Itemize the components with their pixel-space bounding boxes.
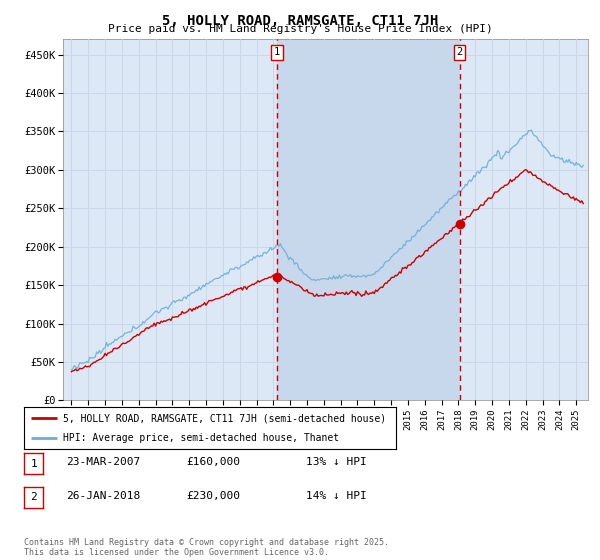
Text: 23-MAR-2007: 23-MAR-2007 xyxy=(66,457,140,467)
Text: 1: 1 xyxy=(274,47,280,57)
Text: 2: 2 xyxy=(30,492,37,502)
Text: Contains HM Land Registry data © Crown copyright and database right 2025.
This d: Contains HM Land Registry data © Crown c… xyxy=(24,538,389,557)
Bar xyxy=(277,39,460,400)
Text: 5, HOLLY ROAD, RAMSGATE, CT11 7JH: 5, HOLLY ROAD, RAMSGATE, CT11 7JH xyxy=(162,14,438,28)
Text: 26-JAN-2018: 26-JAN-2018 xyxy=(66,491,140,501)
Text: 14% ↓ HPI: 14% ↓ HPI xyxy=(306,491,367,501)
Text: 13% ↓ HPI: 13% ↓ HPI xyxy=(306,457,367,467)
Text: 1: 1 xyxy=(30,459,37,469)
Text: £230,000: £230,000 xyxy=(186,491,240,501)
Text: Price paid vs. HM Land Registry's House Price Index (HPI): Price paid vs. HM Land Registry's House … xyxy=(107,24,493,34)
Text: £160,000: £160,000 xyxy=(186,457,240,467)
Text: 5, HOLLY ROAD, RAMSGATE, CT11 7JH (semi-detached house): 5, HOLLY ROAD, RAMSGATE, CT11 7JH (semi-… xyxy=(63,413,386,423)
Text: 2: 2 xyxy=(457,47,463,57)
Text: HPI: Average price, semi-detached house, Thanet: HPI: Average price, semi-detached house,… xyxy=(63,433,339,443)
